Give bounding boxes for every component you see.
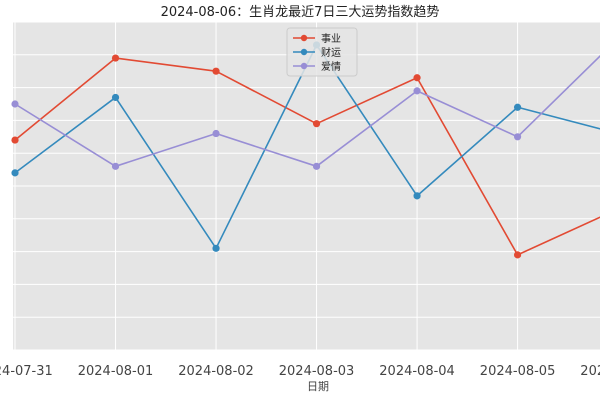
legend-label: 爱情 — [321, 60, 341, 73]
data-point — [513, 133, 522, 141]
x-tick-label: 2024-08-01 — [78, 364, 154, 379]
data-point — [11, 169, 19, 177]
x-tick-label: 2024-08-02 — [178, 364, 254, 379]
data-point — [212, 244, 220, 252]
data-point — [111, 93, 120, 102]
data-point — [11, 136, 19, 144]
data-point — [11, 100, 19, 108]
legend-marker — [300, 48, 308, 56]
data-point — [312, 120, 321, 128]
legend-label: 财运 — [321, 46, 341, 59]
data-point — [312, 162, 321, 170]
data-point — [513, 251, 522, 259]
data-point — [212, 129, 220, 138]
data-point — [212, 67, 220, 75]
data-point — [111, 54, 120, 62]
x-tick-label: 2024-07-31 — [0, 364, 53, 379]
legend-marker — [300, 34, 308, 42]
x-axis-label: 日期 — [307, 380, 329, 393]
chart-title: 2024-08-06：生肖龙最近7日三大运势指数趋势 — [161, 4, 440, 20]
legend-marker — [300, 62, 308, 70]
x-tick-label: 2024-08-03 — [279, 364, 355, 379]
x-tick-label: 2024-08-04 — [379, 364, 455, 379]
x-tick-label: 2024-08-05 — [480, 364, 556, 379]
data-point — [413, 192, 421, 200]
data-point — [413, 87, 421, 95]
x-tick-labels: 2024-07-31 2024-08-01 2024-08-02 2024-08-03… — [0, 364, 600, 379]
data-point — [413, 74, 421, 82]
data-point — [111, 162, 120, 170]
data-point — [513, 103, 522, 111]
legend-label: 事业 — [321, 32, 341, 45]
x-tick-label: 2024-08-06 — [580, 364, 600, 379]
